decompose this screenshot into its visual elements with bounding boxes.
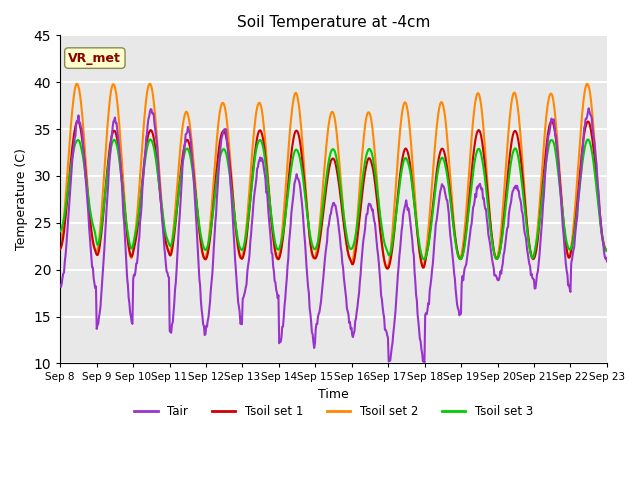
Legend: Tair, Tsoil set 1, Tsoil set 2, Tsoil set 3: Tair, Tsoil set 1, Tsoil set 2, Tsoil se…: [129, 401, 538, 423]
Tsoil set 1: [124, 232, 131, 238]
Tair: [603, 258, 611, 264]
Line: Tair: Tair: [60, 108, 607, 362]
Tsoil set 3: [67, 170, 74, 176]
Tsoil set 1: [383, 266, 391, 272]
Tair: [585, 106, 593, 111]
Tsoil set 2: [179, 124, 186, 130]
Tsoil set 1: [67, 166, 74, 172]
Tsoil set 1: [179, 154, 186, 159]
Tsoil set 3: [208, 221, 216, 227]
Tsoil set 2: [122, 222, 130, 228]
Tsoil set 3: [56, 228, 64, 234]
Text: VR_met: VR_met: [68, 51, 122, 65]
Line: Tsoil set 3: Tsoil set 3: [60, 140, 607, 260]
Tsoil set 2: [401, 100, 409, 106]
Tsoil set 3: [122, 220, 130, 226]
Tsoil set 3: [603, 248, 611, 254]
Tsoil set 1: [417, 260, 425, 265]
Y-axis label: Temperature (C): Temperature (C): [15, 148, 28, 250]
Tsoil set 1: [208, 222, 216, 228]
Tsoil set 2: [417, 261, 425, 266]
X-axis label: Time: Time: [318, 388, 349, 401]
Tsoil set 2: [383, 265, 390, 271]
Tsoil set 3: [146, 137, 154, 143]
Tsoil set 2: [146, 81, 154, 86]
Tsoil set 3: [417, 248, 424, 254]
Tsoil set 3: [420, 257, 428, 263]
Tsoil set 1: [56, 246, 64, 252]
Tair: [400, 208, 408, 214]
Tair: [56, 282, 64, 288]
Tair: [416, 336, 424, 342]
Title: Soil Temperature at -4cm: Soil Temperature at -4cm: [237, 15, 430, 30]
Tair: [207, 288, 214, 293]
Tair: [67, 190, 74, 195]
Tsoil set 2: [208, 206, 216, 212]
Tsoil set 2: [67, 132, 74, 138]
Tsoil set 2: [56, 242, 64, 248]
Tsoil set 3: [401, 156, 408, 162]
Tair: [420, 360, 428, 365]
Tsoil set 1: [603, 247, 611, 253]
Tair: [122, 261, 130, 267]
Tsoil set 1: [74, 118, 81, 124]
Line: Tsoil set 2: Tsoil set 2: [60, 84, 607, 268]
Tsoil set 3: [179, 160, 186, 166]
Tsoil set 2: [603, 248, 611, 253]
Tair: [178, 176, 186, 182]
Line: Tsoil set 1: Tsoil set 1: [60, 121, 607, 269]
Tsoil set 1: [401, 145, 409, 151]
